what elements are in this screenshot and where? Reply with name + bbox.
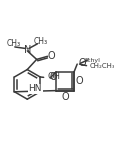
Text: N: N [23, 45, 31, 55]
Text: O: O [75, 76, 83, 86]
Text: CH₂CH₃: CH₂CH₃ [89, 63, 114, 69]
Text: CH₃: CH₃ [33, 37, 47, 46]
Text: O: O [47, 51, 54, 61]
Text: O: O [78, 58, 86, 68]
Text: O: O [49, 72, 56, 82]
Text: OH: OH [47, 72, 60, 81]
Text: O: O [61, 92, 68, 102]
Text: Ethyl: Ethyl [84, 58, 100, 63]
Text: CH₃: CH₃ [6, 39, 20, 48]
Text: HN: HN [28, 84, 42, 93]
